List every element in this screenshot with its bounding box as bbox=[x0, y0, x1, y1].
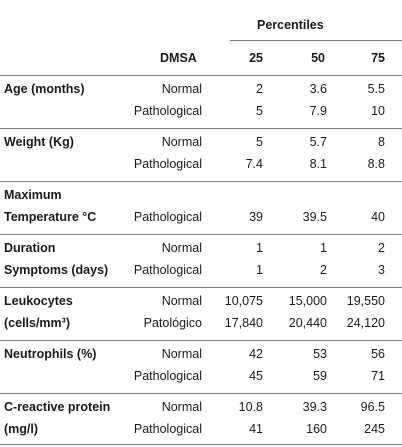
p25-value: 45 bbox=[249, 369, 263, 383]
p25-value: 1 bbox=[256, 263, 263, 277]
dmsa-value: Pathological bbox=[133, 104, 202, 118]
p50-value: 3.6 bbox=[309, 82, 327, 96]
p25-value: 1 bbox=[256, 241, 263, 255]
row-divider bbox=[0, 393, 402, 394]
p75-value: 3 bbox=[378, 263, 385, 277]
p25-value: 5 bbox=[256, 135, 263, 149]
p50-value: 20,440 bbox=[288, 316, 327, 330]
dmsa-value: Pathological bbox=[133, 422, 202, 436]
p50-value: 8.1 bbox=[309, 157, 327, 171]
p25-value: 10,075 bbox=[224, 294, 263, 308]
p75-value: 24,120 bbox=[346, 316, 385, 330]
dmsa-value: Normal bbox=[161, 135, 202, 149]
p25-value: 7.4 bbox=[245, 157, 263, 171]
dmsa-value: Pathological bbox=[133, 263, 202, 277]
row-divider bbox=[0, 128, 402, 129]
p75-value: 10 bbox=[371, 104, 385, 118]
p75-value: 8 bbox=[378, 135, 385, 149]
p25-value: 17,840 bbox=[224, 316, 263, 330]
header-divider bbox=[230, 40, 402, 41]
percentiles-header: Percentiles bbox=[257, 18, 324, 32]
row-divider bbox=[0, 287, 402, 288]
row-label: Temperature °C bbox=[4, 210, 97, 224]
row-label: Age (months) bbox=[4, 82, 85, 96]
p50-value: 39.3 bbox=[302, 400, 327, 414]
p50-value: 15,000 bbox=[288, 294, 327, 308]
row-label: Weight (Kg) bbox=[4, 135, 74, 149]
p50-value: 39.5 bbox=[302, 210, 327, 224]
dmsa-value: Pathological bbox=[133, 157, 202, 171]
row-divider bbox=[0, 181, 402, 182]
row-label: Neutrophils (%) bbox=[4, 347, 97, 361]
p75-value: 56 bbox=[371, 347, 385, 361]
row-label: Duration bbox=[4, 241, 56, 255]
p50-value: 53 bbox=[313, 347, 327, 361]
p75-value: 71 bbox=[371, 369, 385, 383]
row-label: Symptoms (days) bbox=[4, 263, 109, 277]
row-label: Leukocytes bbox=[4, 294, 73, 308]
p50-value: 5.7 bbox=[309, 135, 327, 149]
row-divider bbox=[0, 340, 402, 341]
dmsa-header: DMSA bbox=[160, 51, 197, 65]
dmsa-value: Normal bbox=[161, 82, 202, 96]
p25-value: 42 bbox=[249, 347, 263, 361]
p75-value: 40 bbox=[371, 210, 385, 224]
row-label: (cells/mm³) bbox=[4, 316, 70, 330]
dmsa-value: Normal bbox=[161, 400, 202, 414]
p50-value: 7.9 bbox=[309, 104, 327, 118]
row-label: C-reactive protein bbox=[4, 400, 111, 414]
row-divider bbox=[0, 234, 402, 235]
p75-value: 96.5 bbox=[360, 400, 385, 414]
dmsa-value: Normal bbox=[161, 294, 202, 308]
p50-value: 160 bbox=[306, 422, 327, 436]
p75-value: 245 bbox=[364, 422, 385, 436]
row-divider bbox=[0, 75, 402, 76]
dmsa-value: Normal bbox=[161, 241, 202, 255]
table-bottom-rule bbox=[0, 444, 402, 445]
row-label: Maximum bbox=[4, 188, 62, 202]
p75-value: 19,550 bbox=[346, 294, 385, 308]
p50-value: 59 bbox=[313, 369, 327, 383]
dmsa-value: Pathological bbox=[133, 369, 202, 383]
dmsa-value: Normal bbox=[161, 347, 202, 361]
p25-value: 5 bbox=[256, 104, 263, 118]
p25-header: 25 bbox=[249, 51, 263, 65]
p75-value: 8.8 bbox=[367, 157, 385, 171]
p50-value: 2 bbox=[320, 263, 327, 277]
p50-header: 50 bbox=[311, 51, 325, 65]
p75-value: 5.5 bbox=[367, 82, 385, 96]
p50-value: 1 bbox=[320, 241, 327, 255]
p25-value: 2 bbox=[256, 82, 263, 96]
p75-header: 75 bbox=[371, 51, 385, 65]
row-label: (mg/l) bbox=[4, 422, 39, 436]
p25-value: 41 bbox=[249, 422, 263, 436]
dmsa-value: Patológico bbox=[143, 316, 202, 330]
p25-value: 10.8 bbox=[238, 400, 263, 414]
p75-value: 2 bbox=[378, 241, 385, 255]
dmsa-value: Pathological bbox=[133, 210, 202, 224]
p25-value: 39 bbox=[249, 210, 263, 224]
